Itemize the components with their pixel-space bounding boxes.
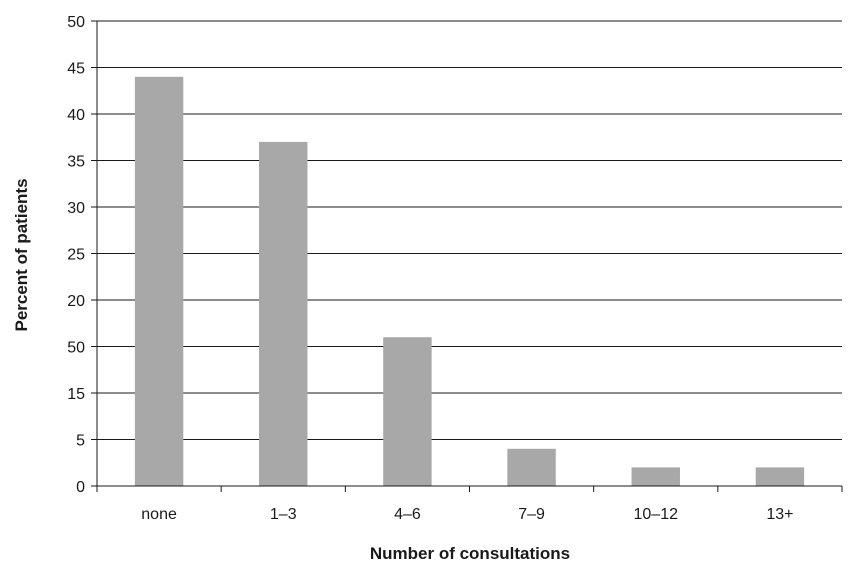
gridlines xyxy=(97,20,842,440)
y-tick-label: 40 xyxy=(67,107,85,124)
x-tick-label: 7–9 xyxy=(518,506,545,523)
x-tick-label: 10–12 xyxy=(634,506,679,523)
y-tick-label: 50 xyxy=(67,14,85,31)
y-tick-label: 45 xyxy=(67,61,85,78)
y-tick-label: 50 xyxy=(67,340,85,357)
y-tick-label: 20 xyxy=(67,293,85,310)
bar xyxy=(259,141,308,486)
y-tick-label: 30 xyxy=(67,200,85,217)
x-axis-title: Number of consultations xyxy=(370,544,570,563)
y-tick-label: 35 xyxy=(67,154,85,171)
y-axis-title: Percent of patients xyxy=(12,178,31,331)
bar xyxy=(755,467,805,486)
y-tick-label: 25 xyxy=(67,247,85,264)
x-tick-label: none xyxy=(141,506,177,523)
bar xyxy=(631,467,680,486)
y-tick-label: 15 xyxy=(67,386,85,403)
y-tick-label: 0 xyxy=(76,479,85,496)
y-tick-label: 5 xyxy=(76,433,85,450)
bar xyxy=(383,337,432,486)
x-axis-ticks: none 1–3 4–6 7–9 10–12 13+ xyxy=(96,486,843,523)
y-axis-ticks: 0 5 15 50 20 25 30 35 40 45 50 xyxy=(67,14,97,496)
x-tick-label: 4–6 xyxy=(394,506,421,523)
bar xyxy=(134,76,184,487)
x-tick-label: 1–3 xyxy=(270,506,297,523)
x-tick-label: 13+ xyxy=(766,506,793,523)
bar xyxy=(507,448,556,486)
bars xyxy=(134,76,805,487)
